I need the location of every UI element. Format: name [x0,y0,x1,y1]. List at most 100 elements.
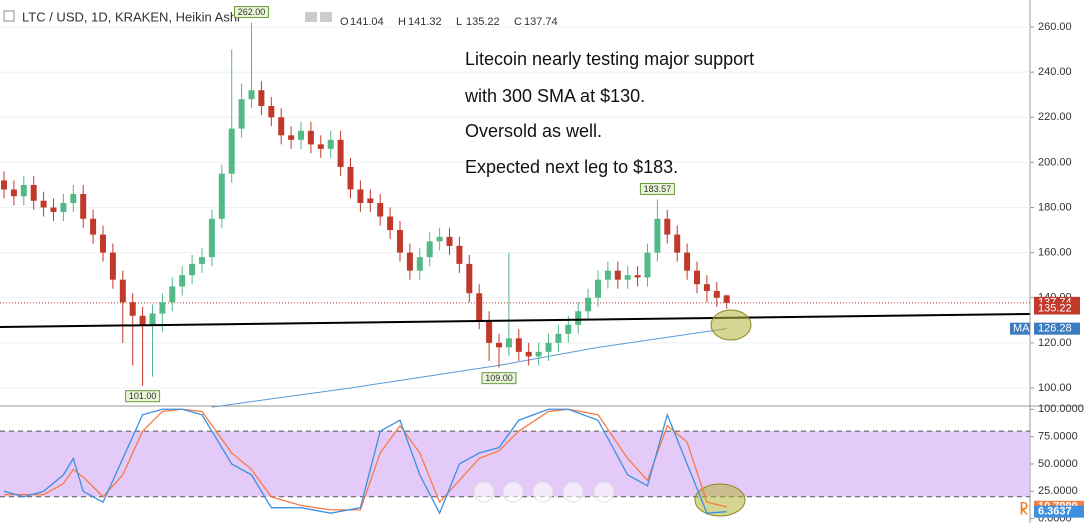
candle-body [337,139,344,167]
candle-body [406,252,413,271]
settings-icon[interactable] [320,12,332,22]
candle-body [100,234,106,253]
candle-body [70,193,77,203]
candle-body [357,189,364,203]
ohlc-value: 137.74 [524,16,558,28]
candle-body [288,135,295,140]
eye-icon[interactable] [305,12,317,22]
candle-body [179,275,186,287]
osc-tick-label: 50.0000 [1038,458,1078,470]
candle-body [585,297,592,312]
price-flag-label: 262.00 [238,7,266,17]
candle-body [535,351,542,357]
candle-body [466,263,473,294]
candle-body [505,338,512,348]
ohlc-value: 141.32 [408,16,442,28]
candle-body [50,207,57,213]
candle-body [476,293,483,321]
y-tick-label: 260.00 [1038,21,1072,33]
y-tick-label: 120.00 [1038,337,1072,349]
candle-body [377,203,384,217]
annotation: Expected next leg to $183. [465,157,678,177]
candle-body [189,263,196,276]
nav-button[interactable] [593,481,615,503]
candle-body [139,315,146,325]
candle-body [119,279,126,303]
y-tick-label: 220.00 [1038,111,1072,123]
annotation: Oversold as well. [465,121,602,141]
y-tick-label: 100.00 [1038,382,1072,394]
candle-body [60,203,67,213]
price-flag [481,372,517,385]
osc-last-label: 6.3637 [1038,506,1072,518]
expand-icon[interactable] [3,10,15,22]
candle-body [397,230,403,253]
nav-button[interactable] [562,481,584,503]
ohlc-value: 135.22 [466,16,500,28]
y-tick-label: 160.00 [1038,247,1072,259]
candle-body [10,189,17,197]
price-flag [234,6,269,19]
candle-body [496,342,502,348]
candle-body [298,130,304,140]
candle-body [40,200,47,208]
candle-body [268,106,275,118]
ohlc-key: L [456,16,462,28]
candle-body [347,166,354,190]
ohlc-key: H [398,16,406,28]
price-flag-label: 101.00 [129,391,157,401]
osc-tick-label: 100.0000 [1038,403,1084,415]
osc-series-name: D [1020,501,1028,513]
candle-body [644,252,651,278]
osc-tick-label: 0.0000 [1038,513,1072,523]
annotation: with 300 SMA at $130. [464,86,645,106]
price-tag [1034,322,1080,335]
ohlc-value: 141.04 [350,16,384,28]
candle-body [456,245,463,264]
candle-body [664,218,671,235]
price-tag-label: 126.28 [1038,323,1072,335]
osc-line [4,408,727,511]
ohlc-key: C [514,16,522,28]
candle-body [436,236,443,242]
nav-button[interactable] [532,481,554,503]
candle-body [129,302,136,316]
candle-body [634,275,641,278]
candle-body [278,117,285,136]
candle-body [486,320,493,343]
candle-body [159,302,166,314]
candle-body [238,99,245,129]
candle-body [703,284,710,291]
candle-body [674,234,681,253]
candle-body [169,286,176,303]
price-flag [639,182,675,195]
candle-body [317,144,324,149]
nav-button[interactable] [502,481,524,503]
candle-body [90,218,97,235]
ohlc-key: O [340,16,349,28]
highlight [710,309,752,341]
trend-line [0,312,1030,329]
highlight [694,483,746,517]
ma-box [1010,322,1030,335]
nav-button[interactable] [473,481,495,503]
candle-body [387,216,394,231]
candle-body [307,130,314,145]
candle-body [525,351,532,357]
candle-body [595,279,601,298]
price-tag [1034,302,1080,315]
price-tag-label: 135.22 [1038,302,1072,314]
y-tick-label: 240.00 [1038,66,1072,78]
candle-body [30,184,37,201]
candle-body [723,295,730,303]
candle-body [694,270,700,285]
candle-body [604,270,611,280]
candle-body [515,338,522,352]
candle-body [327,139,334,149]
candle-body [109,252,116,280]
price-flag-label: 183.57 [644,184,672,194]
candle-body [258,90,265,107]
candle-body [80,193,87,219]
candle-body [684,252,691,271]
